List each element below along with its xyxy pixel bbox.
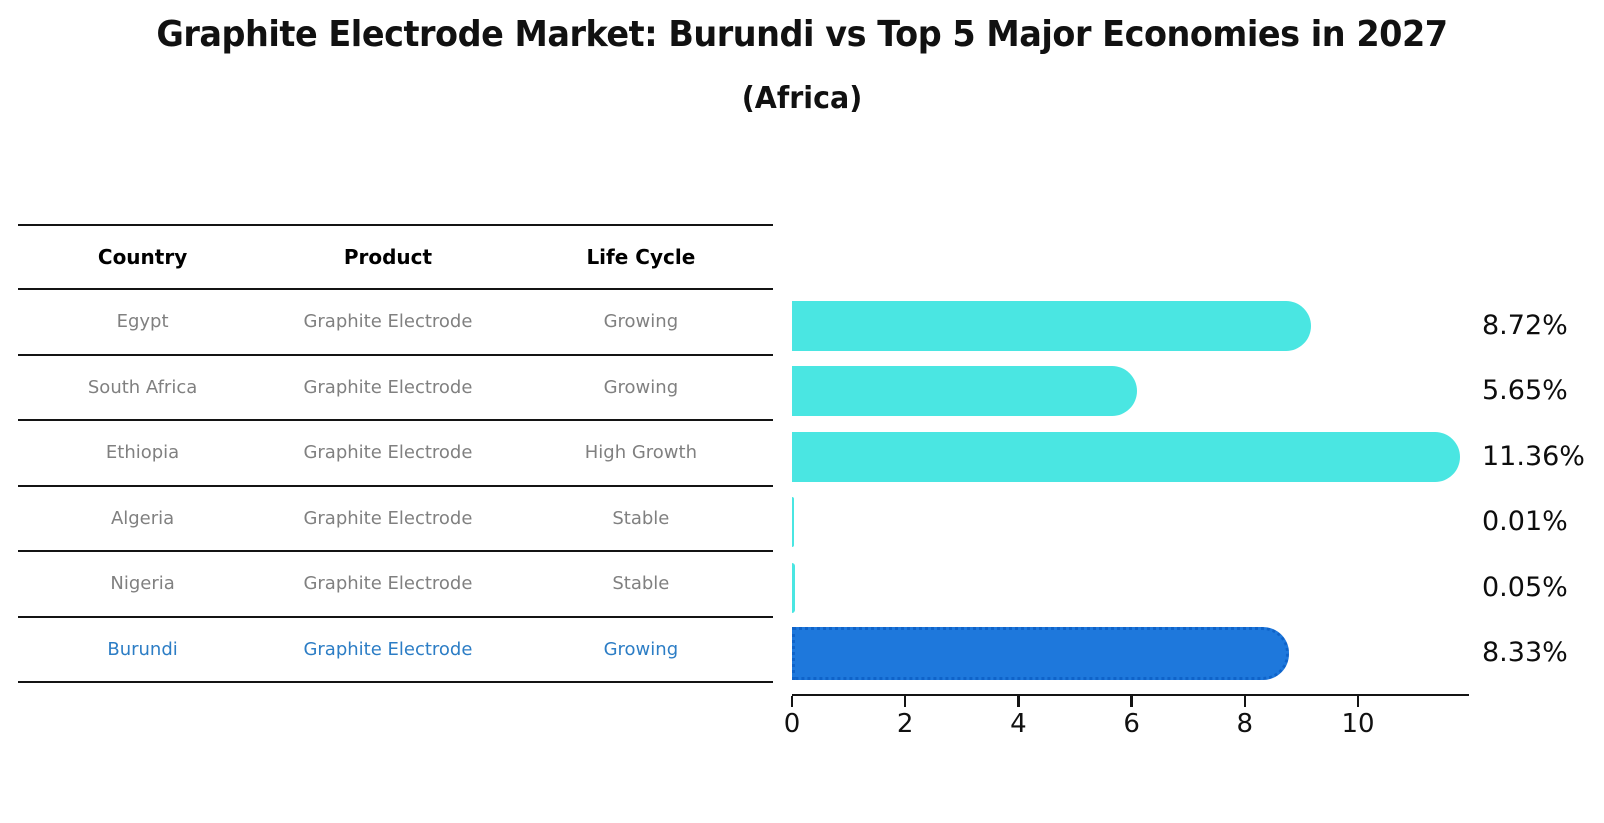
product-cell: Graphite Electrode [303, 311, 473, 333]
life-cycle-cell: High Growth [584, 442, 697, 464]
country-cell: South Africa [87, 376, 198, 398]
x-axis-tick [1130, 696, 1133, 707]
country-cell: Ethiopia [105, 442, 180, 464]
x-axis-tick-label: 6 [1123, 708, 1140, 739]
product-cell: Graphite Electrode [303, 442, 473, 464]
bar-burundi [792, 626, 1289, 680]
life-cycle-cell: Growing [603, 311, 679, 333]
x-axis-tick [1356, 696, 1360, 707]
info-table: Country Product Life Cycle Egypt Graphit… [18, 224, 773, 683]
bar-algeria [792, 497, 794, 548]
x-axis-tick [1243, 696, 1247, 707]
value-label-algeria: 0.01% [1482, 506, 1568, 538]
life-cycle-cell: Growing [603, 376, 679, 398]
product-cell: Graphite Electrode [303, 376, 473, 398]
country-cell: Nigeria [110, 573, 175, 595]
table-row-ethiopia: Ethiopia Graphite Electrode High Growth [18, 421, 773, 487]
bar-nigeria [792, 562, 795, 613]
value-label-south-africa: 5.65% [1482, 375, 1568, 407]
value-label-burundi: 8.33% [1482, 637, 1568, 669]
country-cell: Algeria [110, 507, 175, 529]
x-axis-tick-label: 4 [1010, 708, 1027, 739]
value-label-nigeria: 0.05% [1482, 571, 1568, 603]
value-label-ethiopia: 11.36% [1482, 440, 1585, 472]
life-cycle-cell: Growing [603, 638, 679, 660]
life-cycle-cell: Stable [612, 507, 670, 529]
value-label-egypt: 8.72% [1482, 309, 1568, 341]
x-axis-line [792, 693, 1469, 696]
x-axis-tick-label: 0 [783, 708, 801, 739]
table-row-algeria: Algeria Graphite Electrode Stable [18, 487, 773, 552]
x-axis-tick [1017, 696, 1020, 707]
table-row-egypt: Egypt Graphite Electrode Growing [18, 290, 773, 356]
column-header-country: Country [97, 245, 188, 269]
x-axis-tick-label: 8 [1236, 708, 1254, 739]
country-cell: Burundi [107, 638, 178, 660]
table-row-burundi: Burundi Graphite Electrode Growing [18, 618, 773, 683]
bar-egypt [792, 300, 1311, 351]
bar-south-africa [792, 366, 1137, 417]
chart-title: Graphite Electrode Market: Burundi vs To… [156, 14, 1448, 55]
life-cycle-cell: Stable [612, 573, 670, 595]
x-axis-tick [790, 696, 794, 707]
chart-subtitle: (Africa) [741, 81, 863, 116]
table-header-row: Country Product Life Cycle [18, 224, 773, 290]
product-cell: Graphite Electrode [303, 507, 473, 529]
x-axis-tick-label: 10 [1341, 708, 1375, 739]
table-row-south-africa: South Africa Graphite Electrode Growing [18, 356, 773, 421]
x-axis-tick [903, 696, 907, 707]
column-header-life-cycle: Life Cycle [586, 245, 696, 269]
table-row-nigeria: Nigeria Graphite Electrode Stable [18, 552, 773, 618]
x-axis-tick-label: 2 [896, 708, 914, 739]
product-cell: Graphite Electrode [303, 638, 473, 660]
bar-ethiopia [792, 431, 1461, 482]
product-cell: Graphite Electrode [303, 573, 473, 595]
column-header-product: Product [343, 245, 433, 269]
country-cell: Egypt [116, 311, 169, 333]
